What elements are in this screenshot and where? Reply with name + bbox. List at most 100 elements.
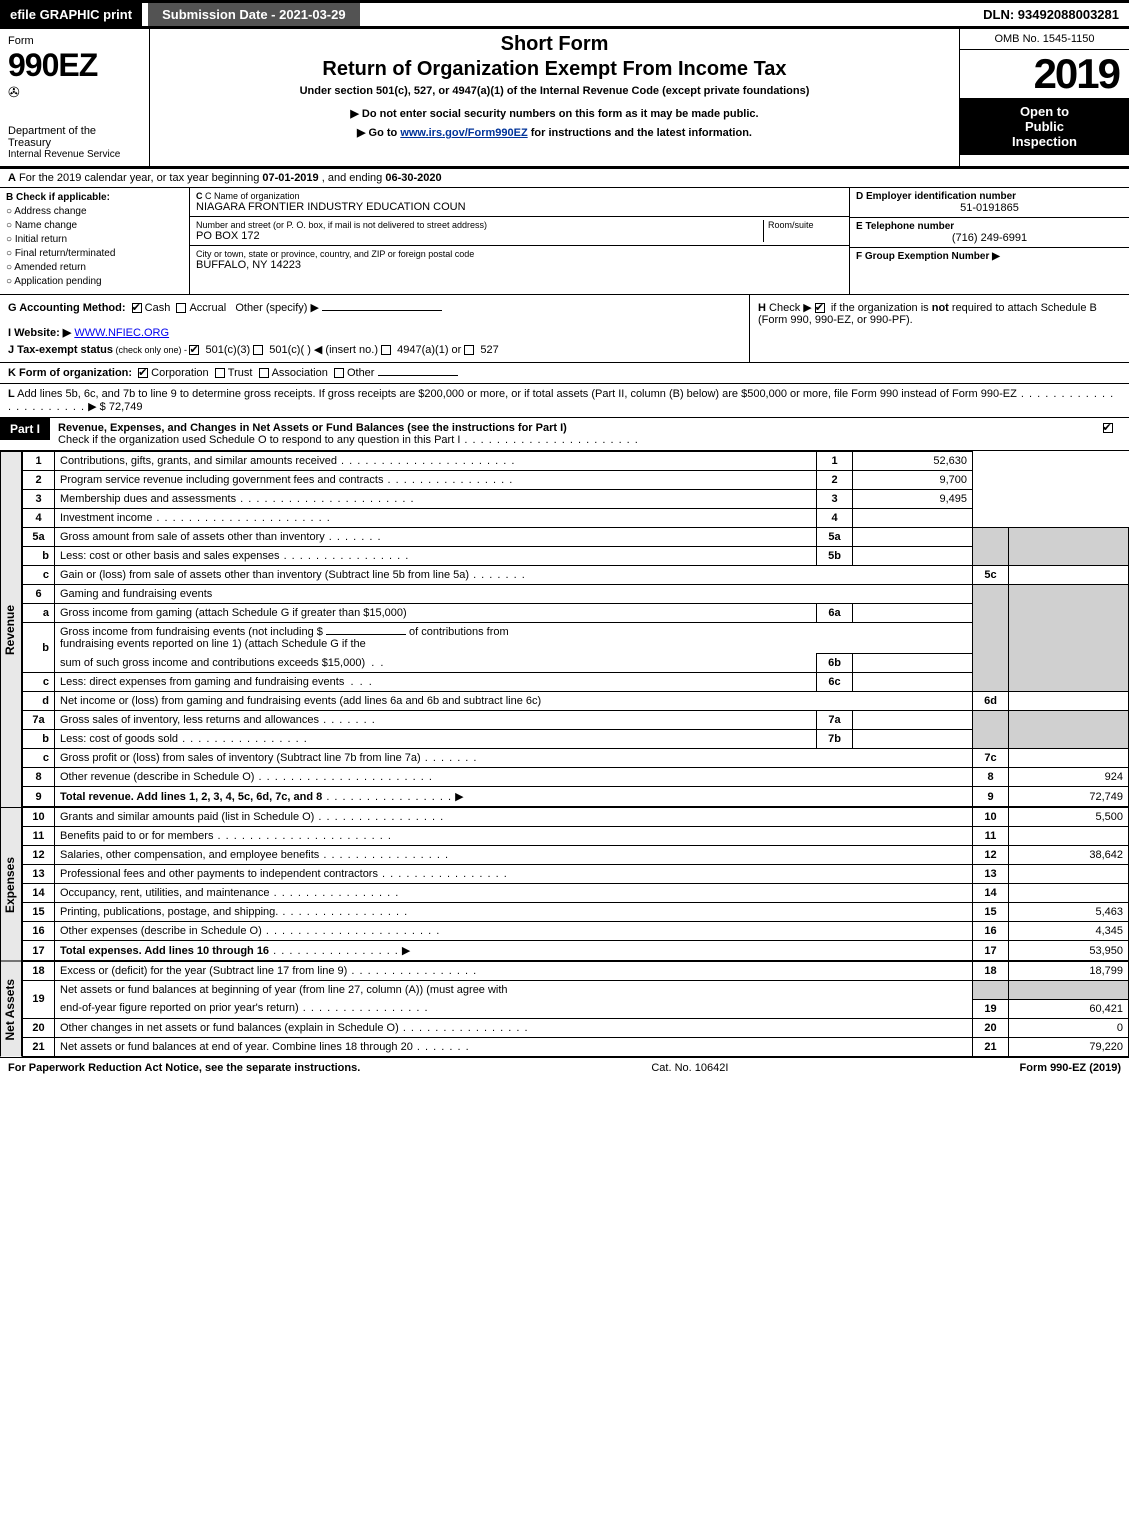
g-accrual: Accrual <box>189 302 226 314</box>
line-18: 18Excess or (deficit) for the year (Subt… <box>23 962 1129 981</box>
l6c-subval <box>853 673 973 692</box>
efile-print-label[interactable]: efile GRAPHIC print <box>0 3 142 26</box>
l15-num: 15 <box>23 903 55 922</box>
l6b-d1: Gross income from fundraising events (no… <box>60 626 323 638</box>
chk-association[interactable] <box>259 368 269 378</box>
net-assets-table: 18Excess or (deficit) for the year (Subt… <box>22 961 1129 1057</box>
org-name: NIAGARA FRONTIER INDUSTRY EDUCATION COUN <box>196 201 843 213</box>
irs-link[interactable]: www.irs.gov/Form990EZ <box>400 127 527 139</box>
l9-amt: 72,749 <box>1009 787 1129 807</box>
chk-527[interactable] <box>464 345 474 355</box>
goto-line: ▶ Go to www.irs.gov/Form990EZ for instru… <box>158 126 951 139</box>
footer-form: Form 990-EZ (2019) <box>1020 1062 1122 1074</box>
revenue-section: Revenue 1Contributions, gifts, grants, a… <box>0 451 1129 807</box>
line-5b: bLess: cost or other basis and sales exp… <box>23 547 1129 566</box>
l2-amt: 9,700 <box>853 471 973 490</box>
l16-amt: 4,345 <box>1009 922 1129 941</box>
dln: DLN: 93492088003281 <box>973 3 1129 26</box>
chk-corporation[interactable] <box>138 368 148 378</box>
chk-cash[interactable] <box>132 303 142 313</box>
k-trust: Trust <box>228 367 253 379</box>
l7a-sub: 7a <box>817 711 853 730</box>
line-4: 4Investment income4 <box>23 509 1129 528</box>
j-text: (check only one) - <box>113 345 190 355</box>
chk-name-change[interactable]: Name change <box>6 220 183 231</box>
row-a-mid: , and ending <box>319 172 386 184</box>
chk-final-return[interactable]: Final return/terminated <box>6 248 183 259</box>
l17-ref: 17 <box>973 941 1009 961</box>
org-name-cell: C C Name of organization NIAGARA FRONTIE… <box>190 188 849 217</box>
l8-num: 8 <box>23 768 55 787</box>
row-g: G Accounting Method: Cash Accrual Other … <box>0 295 749 362</box>
l15-ref: 15 <box>973 903 1009 922</box>
line-19a: 19Net assets or fund balances at beginni… <box>23 981 1129 1000</box>
l15-amt: 5,463 <box>1009 903 1129 922</box>
omb-number: OMB No. 1545-1150 <box>960 29 1129 50</box>
l20-num: 20 <box>23 1018 55 1037</box>
l8-desc: Other revenue (describe in Schedule O) <box>60 771 254 783</box>
l5b-desc: Less: cost or other basis and sales expe… <box>60 550 280 562</box>
l5a-sub: 5a <box>817 528 853 547</box>
l20-ref: 20 <box>973 1018 1009 1037</box>
l16-num: 16 <box>23 922 55 941</box>
part1-title-text: Revenue, Expenses, and Changes in Net As… <box>58 422 567 434</box>
h-text1: Check ▶ <box>769 302 815 314</box>
phone-value: (716) 249-6991 <box>856 232 1123 244</box>
l1-desc: Contributions, gifts, grants, and simila… <box>60 455 337 467</box>
l5c-num: c <box>23 566 55 585</box>
chk-4947[interactable] <box>381 345 391 355</box>
inspect-3: Inspection <box>1012 134 1077 149</box>
l6c-num: c <box>23 673 55 692</box>
l5b-sub: 5b <box>817 547 853 566</box>
row-a-label: A <box>8 172 16 184</box>
revenue-tab: Revenue <box>0 451 22 807</box>
l17-desc: Total expenses. Add lines 10 through 16 <box>60 945 269 957</box>
k-other: Other <box>347 367 375 379</box>
goto-post: for instructions and the latest informat… <box>528 127 752 139</box>
tax-year-begin: 07-01-2019 <box>262 172 318 184</box>
chk-other[interactable] <box>334 368 344 378</box>
chk-501c3[interactable] <box>189 345 199 355</box>
form-meta-block: OMB No. 1545-1150 2019 Open to Public In… <box>959 29 1129 166</box>
l5b-subval <box>853 547 973 566</box>
chk-schedule-b-not-required[interactable] <box>815 303 825 313</box>
chk-application-pending[interactable]: Application pending <box>6 276 183 287</box>
g-label: G Accounting Method: <box>8 302 126 314</box>
org-name-label: C C Name of organization <box>196 191 843 201</box>
j-label: J Tax-exempt status <box>8 344 113 356</box>
chk-trust[interactable] <box>215 368 225 378</box>
l5a-subval <box>853 528 973 547</box>
l1-amt: 52,630 <box>853 452 973 471</box>
j-4947: 4947(a)(1) or <box>394 344 464 356</box>
l7b-subval <box>853 730 973 749</box>
chk-accrual[interactable] <box>176 303 186 313</box>
line-1: 1Contributions, gifts, grants, and simil… <box>23 452 1129 471</box>
l13-desc: Professional fees and other payments to … <box>60 868 378 880</box>
form-header: Form 990EZ ✇ Department of the Treasury … <box>0 29 1129 169</box>
part1-schedule-o-check[interactable] <box>1089 418 1129 438</box>
line-7c: cGross profit or (loss) from sales of in… <box>23 749 1129 768</box>
ssn-warning: ▶ Do not enter social security numbers o… <box>158 107 951 120</box>
l13-num: 13 <box>23 865 55 884</box>
line-5a: 5aGross amount from sale of assets other… <box>23 528 1129 547</box>
open-to-public: Open to Public Inspection <box>960 98 1129 155</box>
chk-501c[interactable] <box>253 345 263 355</box>
form-title: Return of Organization Exempt From Incom… <box>158 58 951 81</box>
l13-amt <box>1009 865 1129 884</box>
l20-desc: Other changes in net assets or fund bala… <box>60 1022 399 1034</box>
city-label: City or town, state or province, country… <box>196 249 843 259</box>
l-text: Add lines 5b, 6c, and 7b to line 9 to de… <box>15 388 1017 400</box>
l6c-sub: 6c <box>817 673 853 692</box>
chk-address-change[interactable]: Address change <box>6 206 183 217</box>
l17-amt: 53,950 <box>1009 941 1129 961</box>
line-3: 3Membership dues and assessments39,495 <box>23 490 1129 509</box>
chk-initial-return[interactable]: Initial return <box>6 234 183 245</box>
l19-num: 19 <box>23 981 55 1019</box>
l11-desc: Benefits paid to or for members <box>60 830 213 842</box>
website-link[interactable]: WWW.NFIEC.ORG <box>74 327 169 339</box>
l5c-desc: Gain or (loss) from sale of assets other… <box>60 569 469 581</box>
chk-amended-return[interactable]: Amended return <box>6 262 183 273</box>
expenses-section: Expenses 10Grants and similar amounts pa… <box>0 807 1129 961</box>
block-c: C C Name of organization NIAGARA FRONTIE… <box>190 188 849 294</box>
ein-label: D Employer identification number <box>856 191 1123 202</box>
